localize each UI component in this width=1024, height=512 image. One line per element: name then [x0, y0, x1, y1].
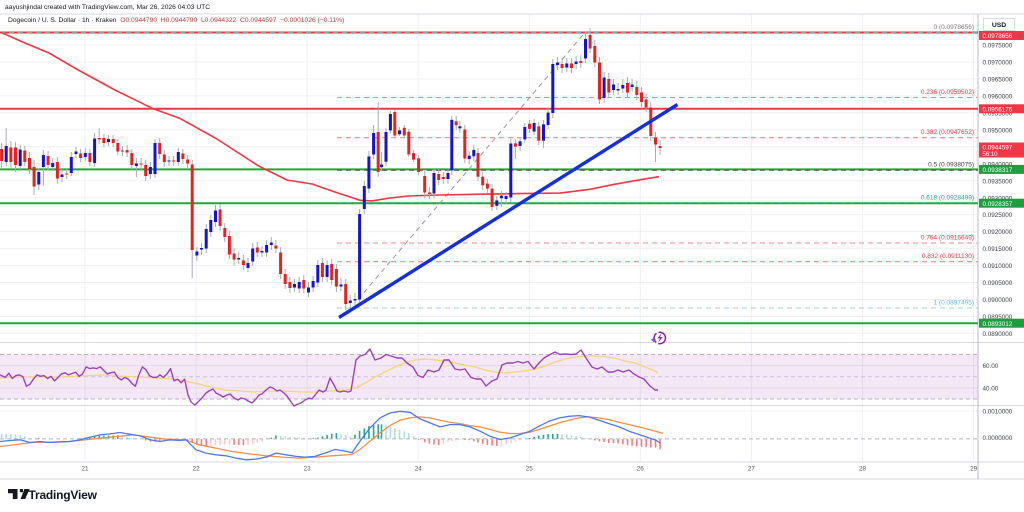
svg-text:0.0955000: 0.0955000 — [983, 110, 1013, 117]
svg-text:28: 28 — [859, 466, 867, 473]
svg-text:40.00: 40.00 — [983, 386, 999, 393]
svg-text:22: 22 — [193, 466, 201, 473]
svg-text:0.0910000: 0.0910000 — [983, 263, 1013, 270]
svg-text:0.0956176: 0.0956176 — [983, 106, 1013, 113]
svg-text:26: 26 — [637, 466, 645, 473]
svg-text:0.0905000: 0.0905000 — [983, 280, 1013, 287]
svg-text:0.0890000: 0.0890000 — [983, 331, 1013, 338]
svg-text:0.764 (0.0916649): 0.764 (0.0916649) — [921, 235, 974, 242]
svg-text:0.382 (0.0947652): 0.382 (0.0947652) — [921, 129, 974, 136]
svg-text:24: 24 — [415, 466, 423, 473]
svg-text:1 (0.0897495): 1 (0.0897495) — [934, 300, 974, 307]
svg-text:0.0010000: 0.0010000 — [983, 409, 1013, 416]
svg-text:0.0938317: 0.0938317 — [983, 167, 1013, 174]
svg-text:0.0950000: 0.0950000 — [983, 127, 1013, 134]
svg-text:23: 23 — [304, 466, 312, 473]
svg-text:0.0000000: 0.0000000 — [983, 435, 1013, 442]
svg-text:0.0965000: 0.0965000 — [983, 77, 1013, 84]
svg-text:0.0915000: 0.0915000 — [983, 246, 1013, 253]
svg-text:56:10: 56:10 — [983, 152, 999, 158]
svg-text:0.0920000: 0.0920000 — [983, 229, 1013, 236]
svg-text:0.0935000: 0.0935000 — [983, 178, 1013, 185]
svg-text:29: 29 — [970, 466, 978, 473]
svg-text:0.0940000: 0.0940000 — [983, 161, 1013, 168]
svg-text:0.0895000: 0.0895000 — [983, 314, 1013, 321]
svg-text:TradingView: TradingView — [29, 488, 98, 502]
svg-text:0.832 (0.0911130): 0.832 (0.0911130) — [922, 253, 974, 260]
svg-text:27: 27 — [748, 466, 756, 473]
svg-text:0.236 (0.0959502): 0.236 (0.0959502) — [921, 89, 974, 96]
svg-text:25: 25 — [526, 466, 534, 473]
svg-text:USD: USD — [992, 22, 1006, 29]
svg-text:0.0928357: 0.0928357 — [983, 201, 1013, 208]
svg-text:0.5 (0.0938075): 0.5 (0.0938075) — [928, 162, 974, 169]
svg-text:0.0970000: 0.0970000 — [983, 60, 1013, 67]
svg-text:0 (0.0978656): 0 (0.0978656) — [934, 24, 974, 31]
svg-text:0.0978656: 0.0978656 — [983, 33, 1013, 40]
svg-text:0.0960000: 0.0960000 — [983, 93, 1013, 100]
svg-text:0.0925000: 0.0925000 — [983, 212, 1013, 219]
svg-text:0.0893012: 0.0893012 — [983, 321, 1013, 328]
svg-text:21: 21 — [81, 466, 89, 473]
svg-text:0.0900000: 0.0900000 — [983, 297, 1013, 304]
svg-text:0.0975000: 0.0975000 — [983, 43, 1013, 50]
svg-text:60.00: 60.00 — [983, 363, 999, 370]
svg-text:0.0944597: 0.0944597 — [983, 145, 1013, 152]
svg-text:0.618 (0.0928499): 0.618 (0.0928499) — [921, 194, 974, 201]
